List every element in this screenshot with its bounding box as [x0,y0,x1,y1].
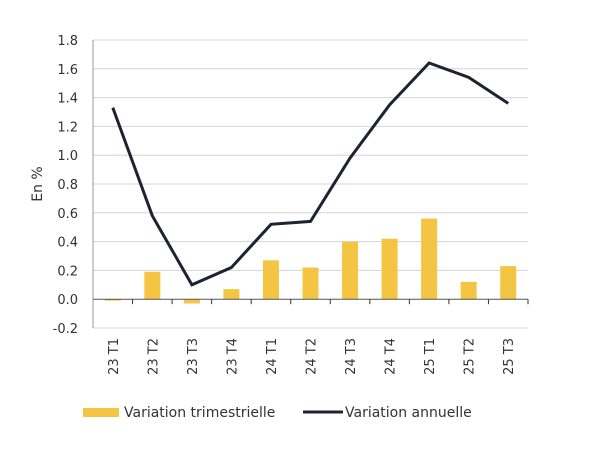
bar [421,218,438,300]
bar [342,241,359,300]
y-tick-label: 1.0 [57,149,78,164]
x-tick-label: 24 T2 [305,338,320,375]
bar [381,238,398,300]
x-tick-label: 23 T3 [186,338,201,375]
bar-series [104,218,517,304]
x-tick-label: 23 T2 [146,338,161,375]
y-tick-label: -0.2 [53,322,78,337]
y-axis-label: En % [30,166,46,201]
bar [302,267,319,300]
bar [104,299,121,301]
x-tick-label: 24 T3 [344,338,359,375]
y-tick-label: 1.6 [57,63,78,78]
bar [223,289,240,300]
bar [460,281,477,300]
y-tick-label: 1.2 [57,120,78,135]
bar [183,299,200,304]
legend: Variation trimestrielle Variation annuel… [83,405,472,421]
x-tick-label: 25 T1 [423,338,438,375]
x-tick-label: 23 T1 [107,338,122,375]
x-tick-label: 25 T2 [463,338,478,375]
y-tick-label: 0.4 [57,236,78,251]
bar [262,260,279,300]
y-tick-label: 0.0 [57,293,78,308]
x-tick-labels: 23 T1 23 T2 23 T3 23 T4 24 T1 24 T2 24 T3 24 T4… [107,338,517,375]
legend-label-line: Variation annuelle [345,405,472,421]
bar [144,271,161,300]
bar [500,266,517,300]
x-ticks [132,299,529,305]
y-tick-label: 0.6 [57,207,78,222]
y-tick-label: 1.8 [57,34,78,49]
y-tick-label: 0.2 [57,264,78,279]
line-path [111,61,510,287]
x-tick-label: 24 T4 [384,338,399,375]
line-series [111,61,510,287]
x-tick-label: 23 T4 [225,338,240,375]
y-tick-label: 0.8 [57,178,78,193]
legend-swatch-bar [83,408,119,417]
x-tick-label: 25 T3 [502,338,517,375]
y-tick-labels: -0.2 0.0 0.2 0.4 0.6 0.8 1.0 1.2 1.4 1.6 1.8 [53,34,78,337]
y-tick-label: 1.4 [57,92,78,107]
x-tick-label: 24 T1 [265,338,280,375]
legend-label-bar: Variation trimestrielle [124,405,275,421]
